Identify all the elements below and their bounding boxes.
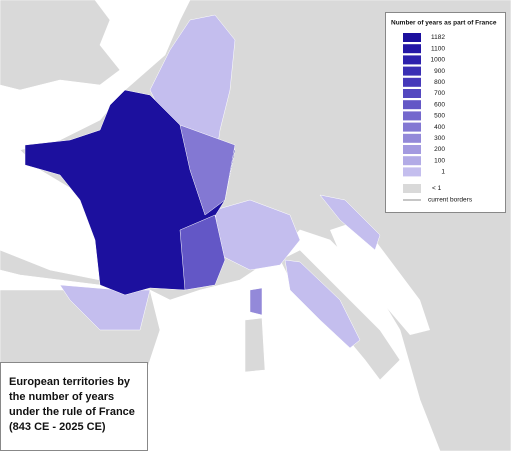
region [319,194,381,251]
region [249,287,263,316]
title-frame [0,362,148,451]
legend-swatch [403,122,421,132]
title-line: under the rule of France [9,406,135,418]
legend-label: 300 [434,135,445,142]
legend-swatch [403,66,421,76]
legend-label: 400 [434,124,445,131]
legend-swatch [403,156,421,166]
legend-swatch [403,33,421,42]
title-box: European territories by the number of yea… [0,362,148,451]
legend-label: 1000 [431,57,446,64]
legend-swatch [403,111,421,121]
legend-label: 1 [441,169,445,176]
legend-swatch [403,89,421,98]
title-line: the number of years [9,391,114,403]
legend-label: 600 [434,101,445,108]
legend-label: 1182 [431,34,445,41]
legend-label: 100 [434,157,445,164]
region [214,199,301,271]
region [179,214,226,291]
britain [0,0,121,91]
legend-swatch [403,167,421,177]
region [179,124,236,216]
legend-label: 800 [434,79,445,86]
legend-swatch [403,145,421,154]
legend-swatch [403,77,421,87]
legend-label: 500 [434,113,445,120]
regions [24,14,381,349]
legend-swatch [403,55,421,65]
title-line: European territories by [9,376,131,388]
region [284,259,361,349]
legend-label: < 1 [432,185,442,192]
legend-label: 1100 [431,45,445,52]
legend-label: 200 [434,146,445,153]
legend-label: current borders [428,197,473,204]
legend-swatch [403,44,421,54]
title: European territories by the number of yea… [9,376,135,433]
legend-title: Number of years as part of France [391,20,497,27]
legend-items: 1182 1100 1000 900 800 700 600 500 400 300 200 100 1… [403,33,445,193]
legend-swatch [403,133,421,143]
legend-label: 900 [434,68,445,75]
sardinia [244,317,266,373]
legend-swatch [403,184,421,193]
adriatic [330,220,430,335]
title-line: (843 CE - 2025 CE) [9,421,106,433]
legend-swatch [403,100,421,110]
legend: Number of years as part of France curren… [385,12,506,213]
legend-label: 700 [434,90,445,97]
